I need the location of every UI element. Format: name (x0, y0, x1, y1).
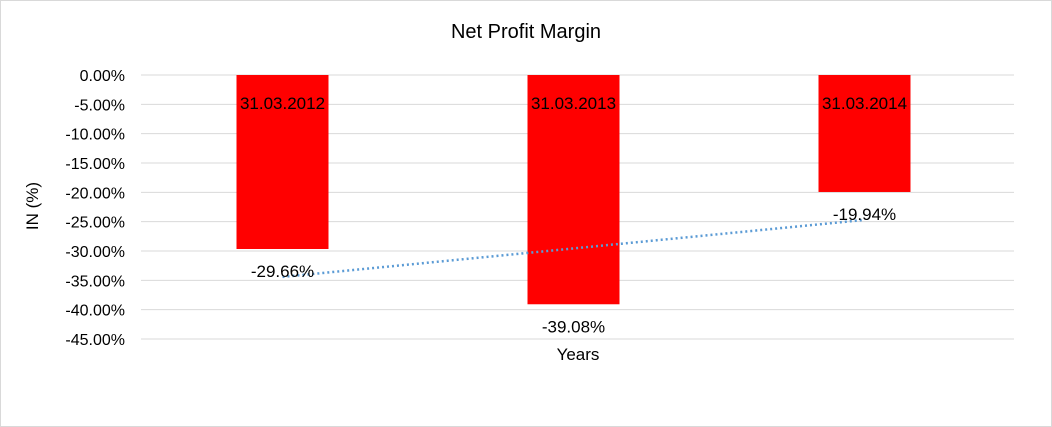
bar (527, 75, 620, 305)
bars (236, 75, 911, 305)
category-label: 31.03.2014 (822, 94, 907, 113)
x-axis-title: Years (557, 345, 600, 364)
y-tick-label: 0.00% (80, 68, 125, 85)
y-tick-label: -30.00% (65, 244, 125, 261)
y-tick-label: -25.00% (65, 215, 125, 232)
bar (236, 75, 329, 250)
y-tick-label: -15.00% (65, 156, 125, 173)
data-label: -19.94% (833, 205, 896, 224)
chart-title: Net Profit Margin (451, 21, 601, 43)
y-axis-title: IN (%) (23, 182, 42, 230)
labels: 31.03.2012 -29.66% 31.03.2013 -39.08% 31.03.… (240, 94, 907, 336)
bar (818, 75, 911, 192)
category-label: 31.03.2012 (240, 94, 325, 113)
data-label: -39.08% (542, 317, 605, 336)
y-tick-label: -35.00% (65, 273, 125, 290)
y-tick-label: -45.00% (65, 332, 125, 349)
y-tick-label: -5.00% (74, 97, 125, 114)
y-tick-label: -40.00% (65, 303, 125, 320)
data-label: -29.66% (251, 262, 314, 281)
category-label: 31.03.2013 (531, 94, 616, 113)
y-tick-label: -20.00% (65, 185, 125, 202)
y-tick-label: -10.00% (65, 127, 125, 144)
y-axis-ticks: 0.00% -5.00% -10.00% -15.00% -20.00% -25.00% -… (65, 68, 125, 349)
